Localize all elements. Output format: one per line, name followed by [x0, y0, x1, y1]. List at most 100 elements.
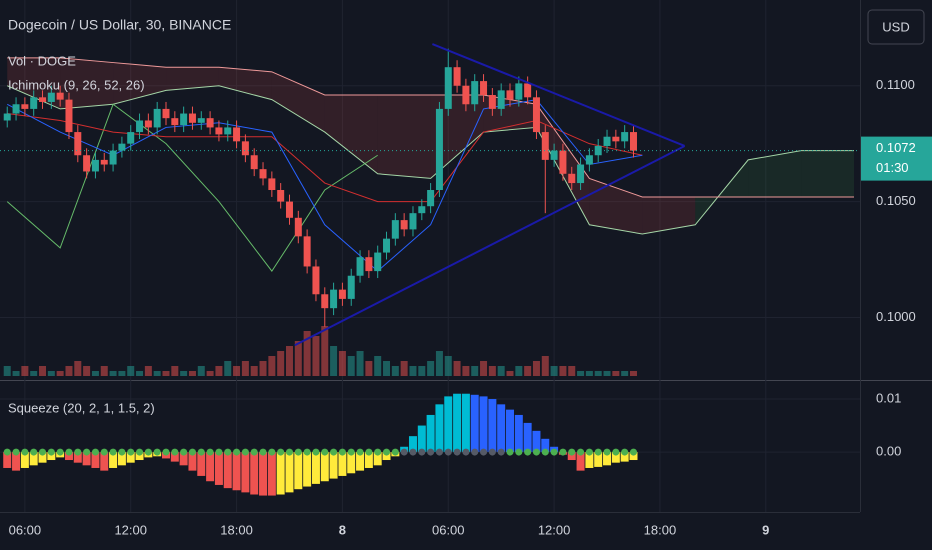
x-tick-label: 12:00 — [538, 522, 571, 537]
squeeze-bar — [259, 452, 268, 496]
squeeze-bar — [47, 452, 56, 461]
candle-body — [621, 132, 629, 142]
squeeze-dot — [541, 448, 549, 456]
volume-bar — [374, 356, 382, 376]
squeeze-bar — [479, 396, 488, 453]
volume-bar — [65, 366, 73, 376]
squeeze-dot — [144, 448, 152, 456]
candle-body — [524, 83, 532, 98]
squeeze-dot — [356, 448, 364, 456]
candle-body — [118, 143, 126, 151]
candle-body — [585, 155, 593, 165]
volume-bar — [188, 371, 196, 376]
squeeze-bar — [3, 452, 12, 468]
candle-body — [294, 217, 302, 237]
squeeze-bar — [364, 452, 373, 468]
squeeze-bar — [488, 399, 497, 453]
currency-button[interactable] — [867, 9, 925, 45]
trendline — [294, 145, 686, 347]
candle-body — [603, 136, 611, 146]
squeeze-bar — [417, 425, 426, 453]
squeeze-bar — [250, 452, 259, 495]
candle-body — [303, 236, 311, 267]
squeeze-title: Squeeze (20, 2, 1, 1.5, 2) — [8, 400, 155, 415]
squeeze-bar — [20, 452, 29, 468]
candle-body — [91, 159, 99, 172]
candle-body — [453, 67, 461, 86]
volume-bar — [585, 371, 593, 376]
squeeze-bar — [294, 452, 303, 490]
candle-body — [233, 127, 241, 142]
squeeze-dot — [259, 448, 267, 456]
candle-body — [153, 108, 161, 128]
volume-bar — [3, 366, 11, 376]
squeeze-bar — [170, 452, 179, 462]
squeeze-dot — [480, 448, 488, 456]
candle-body — [568, 173, 576, 184]
volume-bar — [471, 366, 479, 376]
cloud-segment — [801, 150, 855, 197]
volume-bar — [162, 371, 170, 376]
cloud-segment — [166, 67, 219, 91]
candle-body — [506, 90, 514, 100]
volume-bar — [21, 366, 29, 376]
squeeze-dot — [532, 448, 540, 456]
volume-bar — [47, 371, 55, 376]
candle-body — [206, 118, 214, 128]
volume-bar — [100, 366, 108, 376]
candle-body — [144, 120, 152, 128]
squeeze-dot — [427, 448, 435, 456]
cloud-segment — [324, 95, 378, 174]
candle-body — [162, 108, 170, 119]
squeeze-bar — [514, 414, 523, 453]
squeeze-bar — [285, 452, 294, 493]
squeeze-bar — [532, 430, 541, 453]
squeeze-bar — [117, 452, 126, 466]
squeeze-bar — [12, 452, 21, 471]
volume-bar — [83, 366, 91, 376]
candle-body — [83, 155, 91, 172]
volume-bar — [233, 366, 241, 376]
plot: 0.1072 01:30 — [0, 43, 932, 496]
squeeze-dot — [118, 448, 126, 456]
squeeze-bar — [29, 452, 38, 466]
volume-bar — [321, 326, 329, 376]
squeeze-dot — [338, 448, 346, 456]
lagging-line — [6, 103, 378, 272]
squeeze-bar — [497, 404, 506, 453]
volume-bar — [144, 366, 152, 376]
volume-bar — [515, 366, 523, 376]
squeeze-dot — [409, 448, 417, 456]
squeeze-dot — [233, 448, 241, 456]
squeeze-dot — [241, 448, 249, 456]
candle-body — [541, 132, 549, 160]
squeeze-bar — [585, 452, 594, 468]
cloud-segment — [483, 95, 537, 133]
volume-bar — [400, 361, 408, 376]
squeeze-bar — [541, 438, 550, 453]
squeeze-bar — [100, 452, 109, 471]
squeeze-bar — [135, 452, 144, 461]
squeeze-bar — [576, 452, 585, 471]
volume-bar — [603, 371, 611, 376]
indicator-label: Vol · DOGE — [8, 53, 76, 68]
volume-bar — [453, 361, 461, 376]
candle-body — [277, 190, 285, 202]
currency[interactable]: USD — [882, 19, 909, 34]
volume-bar — [206, 371, 214, 376]
squeeze-bar — [594, 452, 603, 467]
squeeze-bar — [611, 452, 620, 463]
candle-body — [444, 67, 452, 109]
trendline — [432, 43, 686, 147]
squeeze-dot — [559, 448, 567, 456]
squeeze-dot — [47, 448, 55, 456]
squeeze-dot — [374, 448, 382, 456]
squeeze-dot — [321, 448, 329, 456]
squeeze-dot — [12, 448, 20, 456]
squeeze-dot — [383, 448, 391, 456]
x-tick-label: 18:00 — [644, 522, 677, 537]
squeeze-dot — [39, 448, 47, 456]
squeeze-dot — [109, 448, 117, 456]
volume-bar — [294, 341, 302, 376]
cloud-segment — [377, 95, 431, 179]
